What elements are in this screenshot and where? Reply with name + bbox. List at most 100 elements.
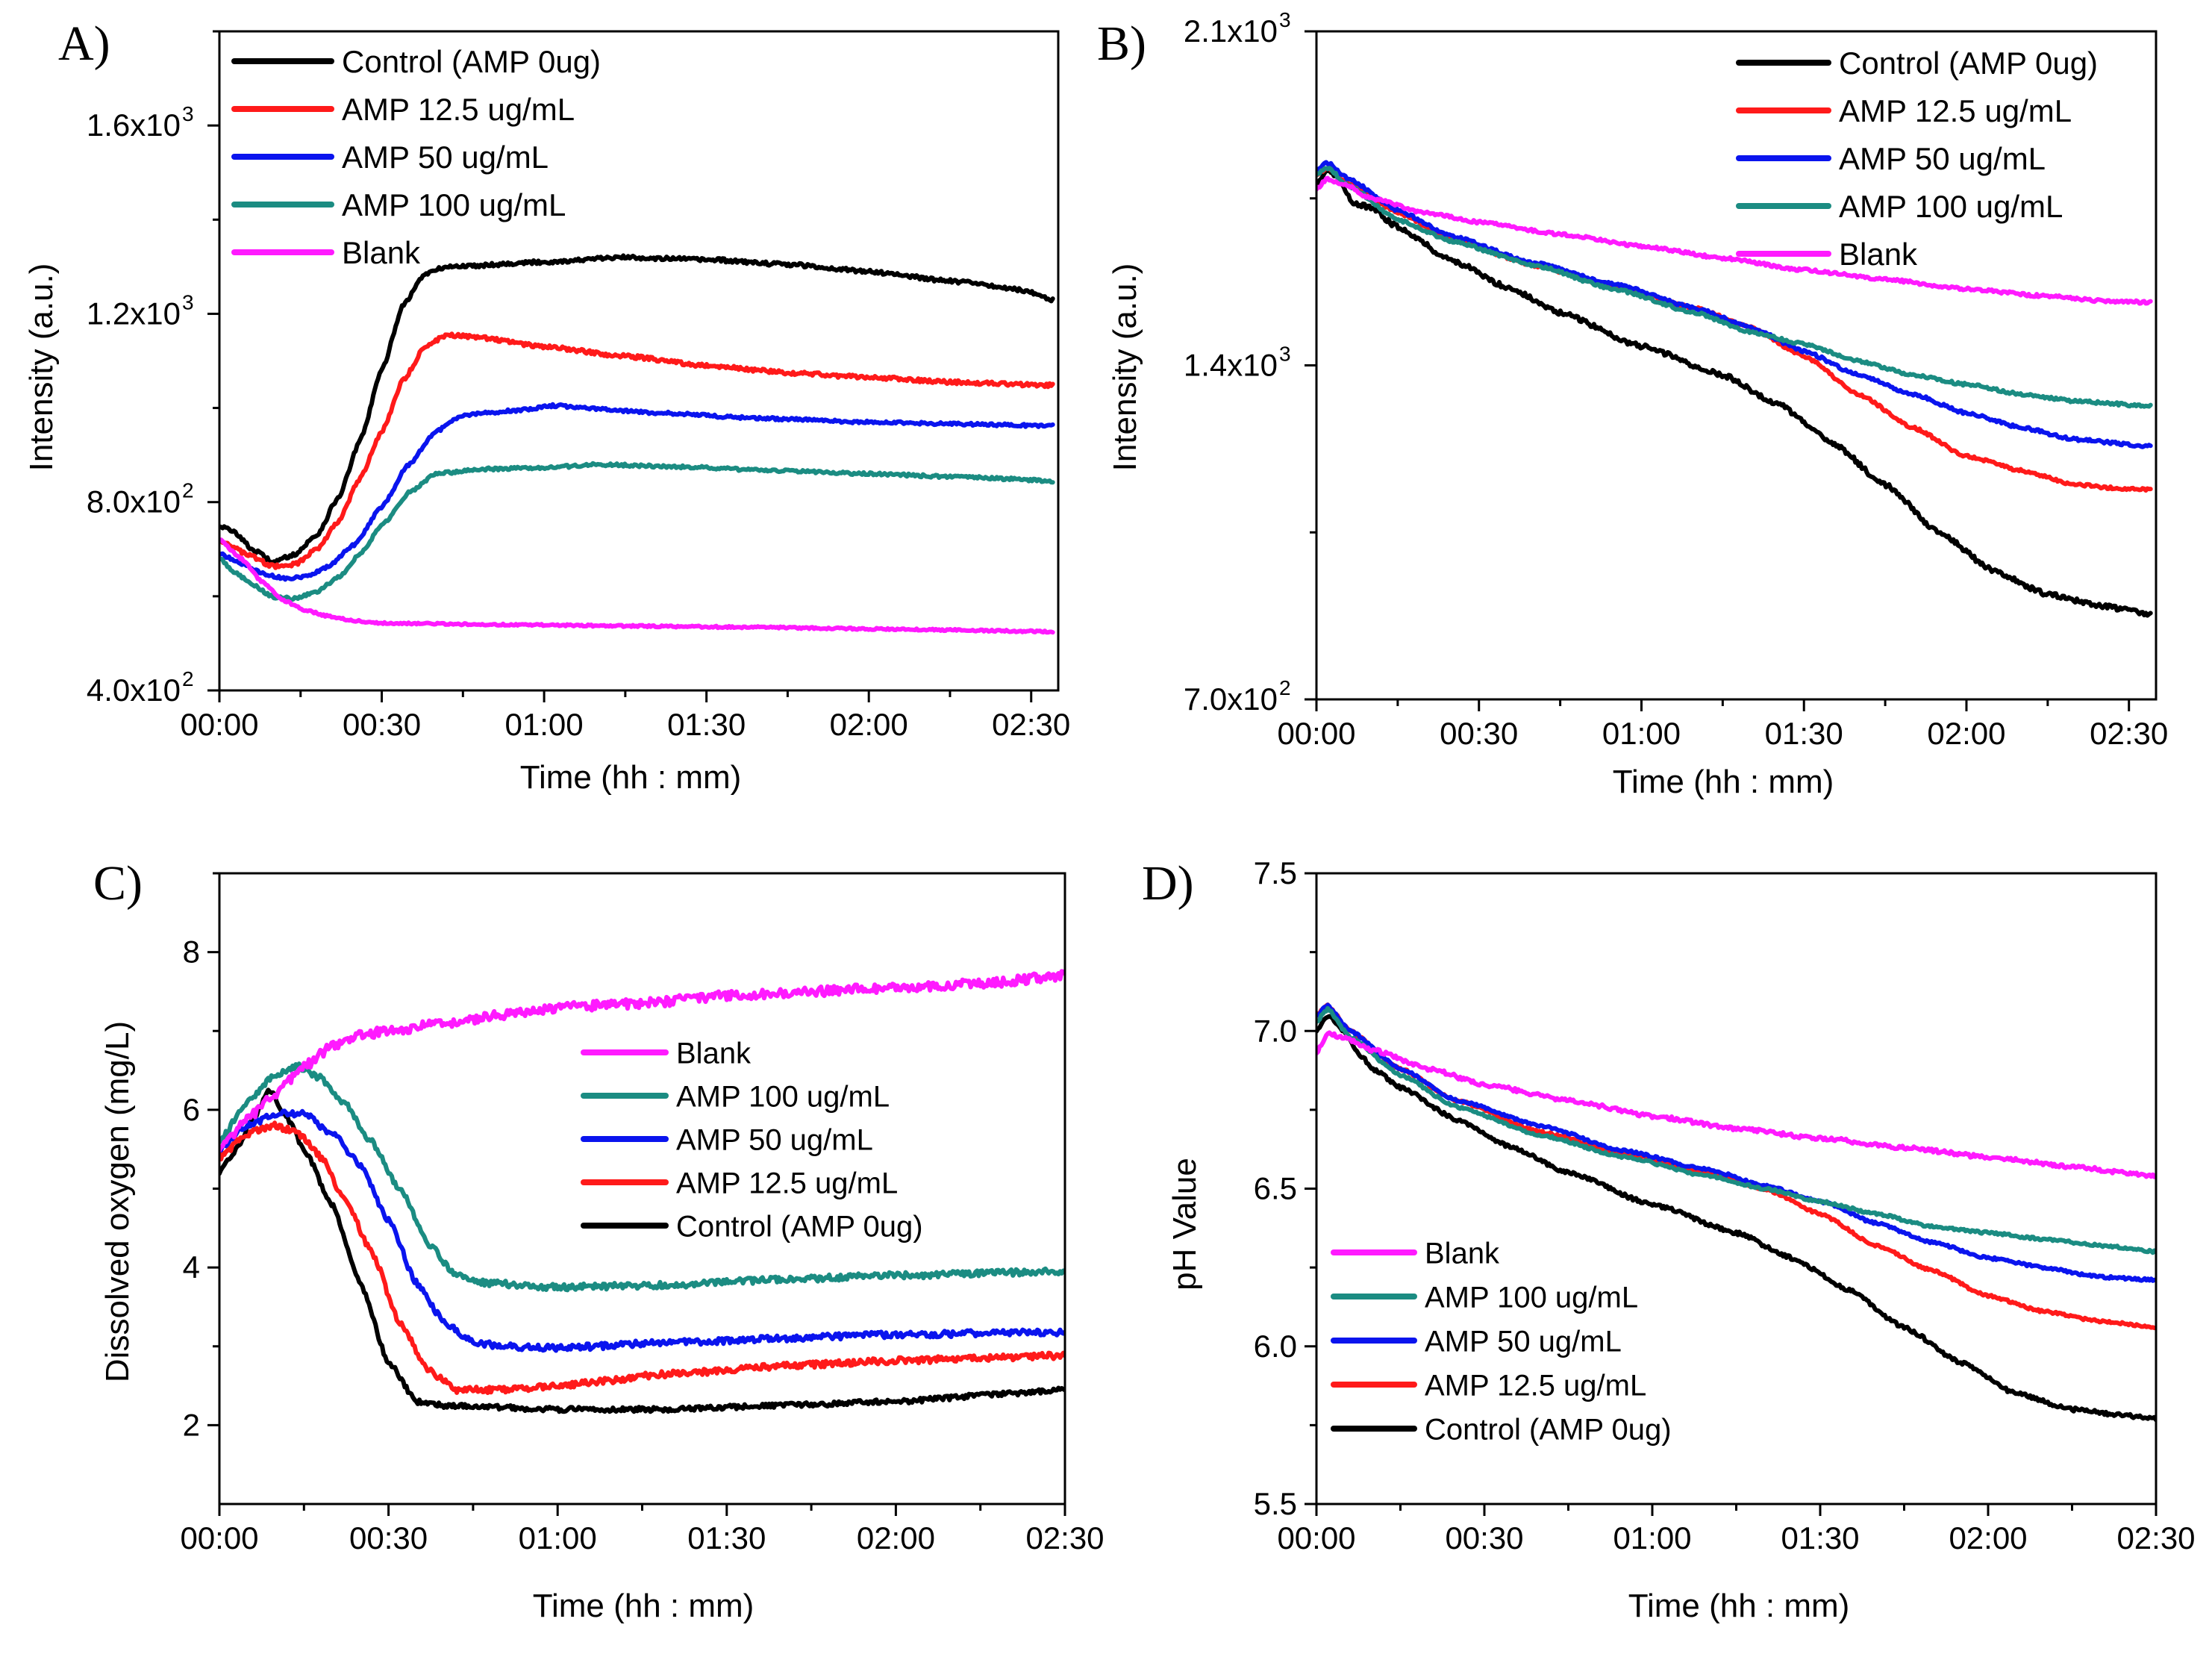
panel-d-x-tick-label: 01:30 xyxy=(1781,1520,1859,1556)
panel-b-x-tick-label: 01:30 xyxy=(1765,716,1843,751)
panel-a-series-amp-12-5-ug-ml xyxy=(219,331,1055,570)
panel-b-label: B) xyxy=(1097,16,1146,71)
panel-d-legend-label: AMP 50 ug/mL xyxy=(1425,1325,1622,1358)
panel-a-y-tick-exponent: 2 xyxy=(182,667,194,690)
panel-c-y-axis-title: Dissolved oxygen (mg/L) xyxy=(99,1021,136,1382)
panel-c-legend-label: Blank xyxy=(676,1037,752,1070)
panel-d-legend: Blank AMP 100 ug/mL AMP 50 ug/mL AMP 12.5 u… xyxy=(1331,1237,1672,1446)
panel-d-y-tick-label: 7.5 xyxy=(1254,855,1297,890)
panel-c-y-tick-label: 8 xyxy=(183,934,200,970)
panel-d-y-tick-label: 6.5 xyxy=(1254,1171,1297,1206)
panel-a-x-tick-label: 02:00 xyxy=(830,707,908,742)
panel-b-y-tick-exponent: 3 xyxy=(1279,343,1291,366)
panel-d-series-amp-12-5-ug-ml xyxy=(1316,1002,2156,1331)
panel-d-series-amp-50-ug-ml xyxy=(1316,1002,2156,1283)
panel-b-series-control-amp-0ug xyxy=(1316,167,2153,618)
panel-a-y-axis-title: Intensity (a.u.) xyxy=(23,263,60,472)
panel-c-x-tick-label: 02:00 xyxy=(857,1520,935,1556)
panel-d: D) pH Value Time (hh : mm) 00:00 00:30 01:… xyxy=(1142,855,2196,1624)
panel-c-legend-label: AMP 12.5 ug/mL xyxy=(676,1167,898,1199)
panel-a-legend-label: AMP 50 ug/mL xyxy=(342,140,549,175)
panel-b-y-tick-exponent: 3 xyxy=(1279,8,1291,31)
panel-b-legend-label: AMP 100 ug/mL xyxy=(1839,189,2063,224)
panel-b-y-axis-title: Intensity (a.u.) xyxy=(1107,263,1143,472)
panel-c-y-tick-label: 6 xyxy=(183,1092,200,1127)
panel-a-label: A) xyxy=(58,16,110,71)
panel-c-x-axis-title: Time (hh : mm) xyxy=(533,1588,754,1624)
panel-b-x-tick-label: 00:00 xyxy=(1277,716,1355,751)
panel-b-x-tick-label: 00:30 xyxy=(1440,716,1518,751)
panel-c-legend-label: Control (AMP 0ug) xyxy=(676,1210,923,1243)
panel-c-x-tick-label: 00:30 xyxy=(349,1520,428,1556)
panel-d-y-axis-title: pH Value xyxy=(1166,1158,1203,1291)
panel-c-y-tick-label: 2 xyxy=(183,1407,200,1442)
panel-a-x-tick-label: 00:00 xyxy=(180,707,258,742)
panel-c-legend-label: AMP 100 ug/mL xyxy=(676,1080,890,1113)
panel-b-legend: Control (AMP 0ug) AMP 12.5 ug/mL AMP 50 ug… xyxy=(1736,46,2098,272)
panel-c-series-amp-12-5-ug-ml xyxy=(219,1120,1065,1395)
panel-a-frame xyxy=(218,30,1060,692)
panel-b-x-tick-label: 02:00 xyxy=(1927,716,2005,751)
panel-d-y-tick-label: 7.0 xyxy=(1254,1013,1297,1048)
panel-d-x-tick-label: 00:00 xyxy=(1277,1520,1355,1556)
panel-b-y-tick-label: 2.1x10 xyxy=(1184,13,1278,49)
panel-d-legend-label: AMP 12.5 ug/mL xyxy=(1425,1369,1646,1402)
panel-a-y-tick-exponent: 3 xyxy=(182,290,194,313)
panel-a-legend-label: AMP 100 ug/mL xyxy=(342,187,566,222)
panel-a-series-amp-100-ug-ml xyxy=(219,461,1055,602)
panel-d-x-axis-title: Time (hh : mm) xyxy=(1628,1588,1850,1624)
panel-a-x-tick-label: 02:30 xyxy=(992,707,1070,742)
panel-d-label: D) xyxy=(1142,856,1194,911)
panel-b-series-blank xyxy=(1316,175,2153,306)
panel-b-x-tick-label: 01:00 xyxy=(1602,716,1681,751)
panel-a-plot-area xyxy=(219,253,1055,635)
panel-a-series-blank xyxy=(219,537,1055,635)
panel-a-y-tick-label: 1.6x10 xyxy=(87,107,181,143)
panel-d-y-tick-label: 5.5 xyxy=(1254,1486,1297,1521)
panel-c-x-tick-label: 02:30 xyxy=(1025,1520,1104,1556)
panel-a-x-tick-label: 01:00 xyxy=(505,707,584,742)
panel-b-frame xyxy=(1315,30,2158,701)
panel-b-x-tick-label: 02:30 xyxy=(2090,716,2168,751)
panel-a-x-tick-label: 01:30 xyxy=(667,707,746,742)
panel-c-x-tick-label: 01:30 xyxy=(687,1520,766,1556)
panel-b-series-amp-100-ug-ml xyxy=(1316,166,2153,409)
panel-d-series-control-amp-0ug xyxy=(1316,1014,2156,1423)
panel-b-plot-area xyxy=(1316,160,2153,618)
panel-b-series-amp-50-ug-ml xyxy=(1316,160,2153,449)
panel-b-legend-label: Control (AMP 0ug) xyxy=(1839,46,2098,81)
panel-d-plot-area xyxy=(1316,1002,2156,1423)
panel-d-series-blank xyxy=(1316,1030,2156,1179)
panel-a-series-amp-50-ug-ml xyxy=(219,402,1055,582)
panel-c-legend-label: AMP 50 ug/mL xyxy=(676,1123,873,1156)
panel-d-series-amp-100-ug-ml xyxy=(1316,1005,2156,1255)
panel-d-x-tick-label: 02:00 xyxy=(1949,1520,2027,1556)
panel-b-legend-label: AMP 12.5 ug/mL xyxy=(1839,93,2072,128)
panel-b-y-tick-label: 7.0x10 xyxy=(1184,681,1278,717)
panel-a: A) Intensity (a.u.) Time (hh : mm) 00:00… xyxy=(23,16,1070,796)
panel-c-series-blank xyxy=(219,969,1065,1153)
panel-c-series-amp-100-ug-ml xyxy=(219,1061,1065,1293)
panel-b-legend-label: Blank xyxy=(1839,237,1918,272)
panel-d-frame xyxy=(1315,872,2158,1505)
panel-a-y-tick-label: 1.2x10 xyxy=(87,296,181,331)
panel-a-legend-label: Blank xyxy=(342,235,421,270)
panel-b-legend-label: AMP 50 ug/mL xyxy=(1839,141,2046,176)
panel-c-y-tick-label: 4 xyxy=(183,1249,200,1285)
panel-a-legend-label: Control (AMP 0ug) xyxy=(342,44,601,79)
panel-a-y-tick-exponent: 2 xyxy=(182,479,194,502)
panel-d-y-tick-label: 6.0 xyxy=(1254,1329,1297,1364)
panel-c-series-control-amp-0ug xyxy=(219,1088,1065,1414)
panel-c-series-amp-50-ug-ml xyxy=(219,1108,1065,1353)
panel-b-y-tick-exponent: 2 xyxy=(1279,676,1291,699)
panel-a-series-control-amp-0ug xyxy=(219,253,1055,566)
panel-b-y-tick-label: 1.4x10 xyxy=(1184,348,1278,383)
panel-a-x-tick-label: 00:30 xyxy=(343,707,421,742)
panel-b-x-axis-title: Time (hh : mm) xyxy=(1613,764,1834,800)
panel-b: B) Intensity (a.u.) Time (hh : mm) 00:00… xyxy=(1097,8,2168,800)
panel-c-x-tick-label: 00:00 xyxy=(180,1520,258,1556)
panel-c-plot-area xyxy=(219,969,1065,1414)
panel-d-x-tick-label: 02:30 xyxy=(2116,1520,2195,1556)
panel-d-x-tick-label: 01:00 xyxy=(1613,1520,1691,1556)
